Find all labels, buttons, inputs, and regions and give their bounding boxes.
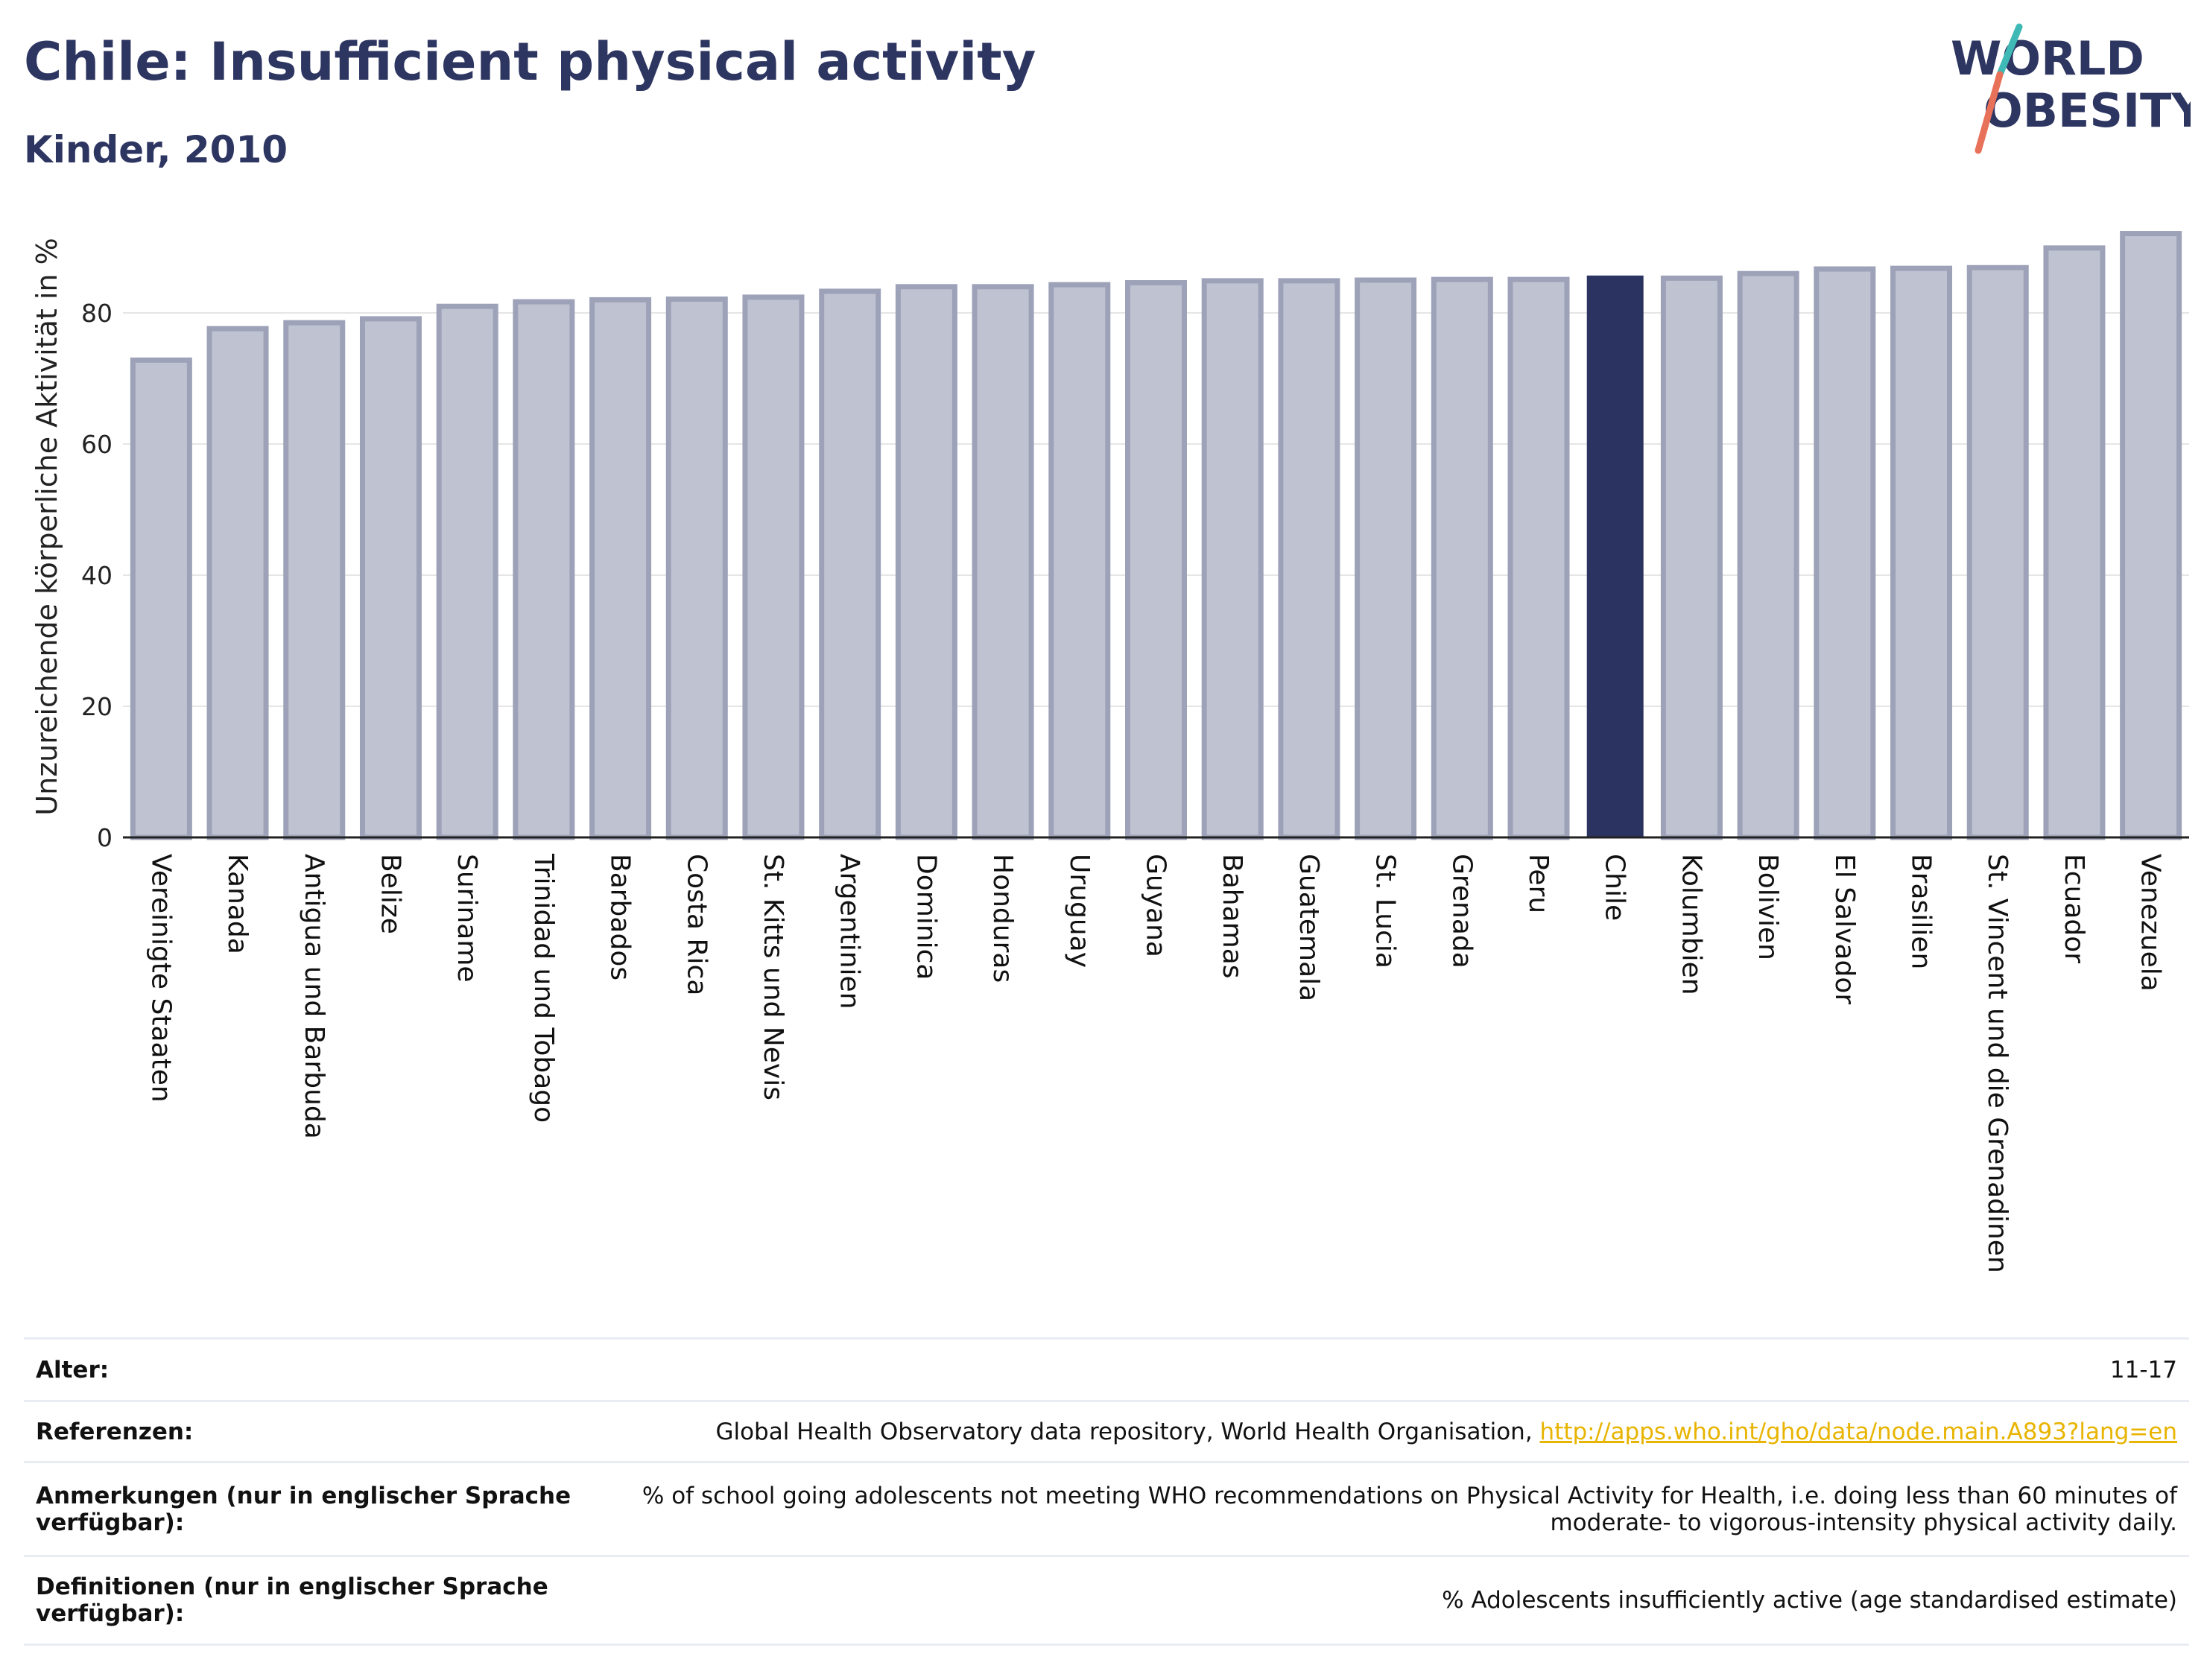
info-table: Alter: 11-17 Referenzen: Global Health O…	[24, 1337, 2189, 1646]
bar-belize	[359, 316, 422, 840]
bar-guatemala	[1278, 278, 1340, 840]
bar-chile	[1586, 275, 1644, 838]
bar-dominica	[895, 284, 957, 840]
info-row-definitions: Definitionen (nur in englischer Sprache …	[24, 1555, 2189, 1646]
bar-bahamas	[1201, 278, 1264, 840]
x-tick-label: St. Lucia	[1370, 854, 1401, 969]
bar-suriname	[436, 303, 498, 840]
x-tick-label: St. Vincent und die Grenadinen	[1982, 854, 2013, 1273]
bar-costa-rica	[665, 297, 728, 840]
bar-barbados	[589, 297, 652, 840]
x-tick-label: Kolumbien	[1676, 854, 1706, 995]
y-tick-label: 80	[81, 299, 113, 328]
bar-el-salvador	[1814, 266, 1876, 840]
x-tick-label: Uruguay	[1064, 854, 1095, 968]
bar-st-kitts-und-nevis	[742, 294, 805, 840]
info-label: Referenzen:	[36, 1418, 194, 1445]
x-tick-label: Honduras	[987, 854, 1018, 983]
bar-venezuela	[2120, 231, 2182, 840]
x-tick-label: Costa Rica	[681, 854, 712, 995]
bar-vereinigte-staaten	[130, 357, 192, 840]
info-label: Alter:	[36, 1356, 110, 1383]
x-tick-label: Trinidad und Tobago	[528, 853, 559, 1123]
x-tick-label: El Salvador	[1829, 854, 1860, 1004]
bar-ecuador	[2043, 245, 2106, 840]
x-tick-label: Vereinigte Staaten	[145, 854, 176, 1103]
bar-grenada	[1431, 276, 1493, 840]
bar-trinidad-und-tobago	[513, 299, 575, 840]
bar-peru	[1507, 276, 1570, 840]
x-tick-label: Bahamas	[1217, 854, 1247, 979]
svg-text:WORLD: WORLD	[1951, 31, 2144, 86]
x-tick-label: Barbados	[605, 854, 636, 980]
world-obesity-logo: WORLD OBESITY	[1951, 23, 2191, 154]
x-tick-label: Grenada	[1446, 854, 1477, 969]
bar-guyana	[1124, 280, 1188, 840]
bar-st-lucia	[1355, 277, 1417, 840]
svg-text:OBESITY: OBESITY	[1983, 83, 2191, 138]
bar-honduras	[972, 284, 1034, 840]
bar-antigua-und-barbuda	[283, 320, 346, 840]
bar-st-vincent-und-die-grenadinen	[1966, 264, 2029, 840]
x-tick-label: Chile	[1600, 854, 1630, 921]
y-tick-label: 60	[81, 430, 113, 459]
x-tick-label: Peru	[1523, 854, 1554, 913]
info-row-age: Alter: 11-17	[24, 1337, 2189, 1400]
x-tick-label: Guyana	[1141, 854, 1171, 957]
bar-kolumbien	[1660, 275, 1723, 840]
x-tick-label: Ecuador	[2059, 854, 2089, 963]
x-tick-label: Suriname	[452, 854, 482, 983]
x-tick-label: Antigua und Barbuda	[299, 854, 329, 1139]
y-tick-label: 40	[81, 561, 113, 590]
bar-bolivien	[1737, 270, 1799, 840]
info-row-references: Referenzen: Global Health Observatory da…	[24, 1400, 2189, 1461]
bar-brasilien	[1890, 265, 1953, 840]
x-tick-label: Belize	[375, 854, 405, 934]
info-value: % of school going adolescents not meetin…	[642, 1482, 2177, 1536]
bar-argentinien	[819, 288, 881, 840]
reference-text: Global Health Observatory data repositor…	[715, 1418, 1540, 1445]
bar-chart: 0 20 40 60 80 Unzureichende körperliche Aktiv…	[31, 231, 2189, 1273]
info-value: 11-17	[2109, 1356, 2177, 1383]
bar-uruguay	[1048, 282, 1111, 840]
x-tick-label: Venezuela	[2135, 854, 2166, 992]
x-tick-label: Argentinien	[835, 854, 865, 1009]
info-label: Definitionen (nur in englischer Sprache …	[36, 1573, 548, 1627]
x-tick-label: Brasilien	[1906, 854, 1937, 969]
bar-kanada	[206, 326, 269, 840]
reference-link[interactable]: http://apps.who.int/gho/data/node.main.A…	[1539, 1418, 2177, 1445]
info-value: % Adolescents insufficiently active (age…	[1442, 1587, 2177, 1614]
info-row-notes: Anmerkungen (nur in englischer Sprache v…	[24, 1461, 2189, 1555]
y-tick-label: 0	[97, 823, 113, 852]
y-tick-label: 20	[81, 692, 113, 721]
x-tick-label: Kanada	[222, 854, 253, 954]
x-tick-label: Guatemala	[1293, 854, 1324, 1001]
info-value: Global Health Observatory data repositor…	[572, 1419, 2177, 1445]
page-title: Chile: Insufficient physical activity	[24, 31, 1036, 92]
x-tick-label: St. Kitts und Nevis	[758, 854, 788, 1100]
x-tick-label: Dominica	[911, 854, 941, 980]
info-label: Anmerkungen (nur in englischer Sprache v…	[36, 1482, 571, 1536]
y-axis-label: Unzureichende körperliche Aktivität in %	[31, 238, 63, 815]
x-tick-label: Bolivien	[1752, 854, 1783, 960]
page-subtitle: Kinder, 2010	[24, 128, 288, 171]
